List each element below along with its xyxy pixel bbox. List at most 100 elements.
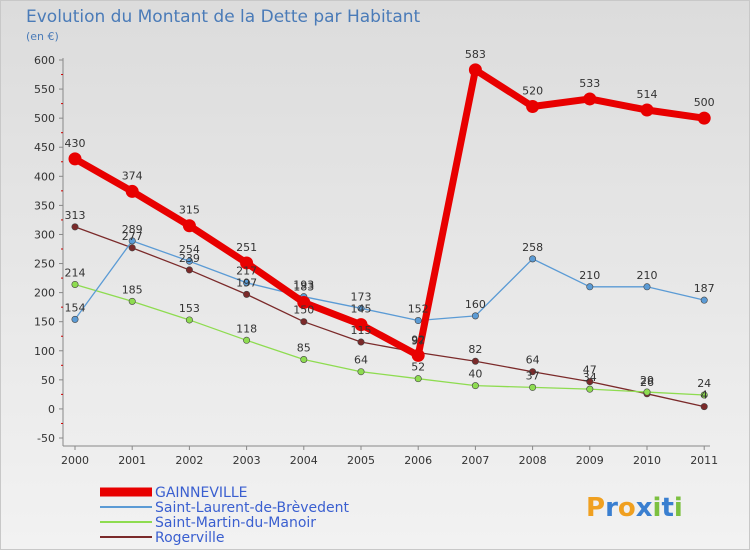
data-label: 374 [122, 169, 143, 182]
y-tick-label: 150 [34, 316, 55, 329]
data-label: 289 [122, 223, 143, 236]
data-point [125, 184, 139, 198]
data-point [414, 317, 422, 325]
logo-letter: r [605, 493, 618, 523]
data-point [697, 111, 711, 125]
data-label: 85 [297, 341, 311, 354]
data-point [468, 63, 482, 77]
data-label: 64 [526, 354, 540, 367]
data-point [526, 100, 540, 114]
y-tick-label: 300 [34, 228, 55, 241]
proxiti-logo: Proxiti [586, 493, 683, 523]
data-point [240, 256, 254, 270]
data-point [586, 283, 594, 291]
data-label: 277 [122, 230, 143, 243]
legend-label: GAINNEVILLE [155, 485, 248, 501]
y-tick-label: 100 [34, 345, 55, 358]
logo-letter: x [636, 493, 653, 523]
series-line [74, 240, 705, 322]
y-axis-ticks: -50 0 50 100 150 200 250 300 350 400 450 500 550 600 [34, 54, 63, 445]
data-point [185, 266, 193, 274]
data-point [529, 368, 537, 376]
data-point [128, 237, 136, 245]
y-tick-label: 450 [34, 141, 55, 154]
data-label: 160 [465, 298, 486, 311]
logo-letter: o [618, 493, 636, 523]
data-label: 26 [640, 376, 654, 389]
legend-label: Saint-Laurent-de-Brèvedent [155, 500, 349, 516]
x-tick-label: 2001 [118, 454, 146, 467]
data-label: 239 [179, 252, 200, 265]
data-point [357, 304, 365, 312]
data-label: 40 [468, 368, 482, 381]
svg-text:Proxiti: Proxiti [586, 493, 683, 523]
data-label: 187 [694, 282, 715, 295]
data-label: 52 [411, 361, 425, 374]
x-axis-ticks: 2000 2001 2002 2003 2004 2005 2006 2007 2008 2009… [61, 446, 718, 467]
x-tick-label: 2010 [633, 454, 661, 467]
data-point [297, 296, 311, 310]
logo-letter: t [661, 493, 673, 523]
data-label: 82 [468, 343, 482, 356]
y-tick-label: 50 [41, 374, 55, 387]
data-label: 37 [526, 369, 540, 382]
x-tick-label: 2003 [233, 454, 261, 467]
data-point [182, 219, 196, 233]
data-label: 118 [236, 322, 257, 335]
data-point [643, 388, 651, 396]
data-point [243, 336, 251, 344]
data-label: 97 [411, 335, 425, 348]
data-point [185, 257, 193, 265]
data-point [300, 355, 308, 363]
y-tick-label: 400 [34, 170, 55, 183]
data-point [243, 290, 251, 298]
data-point [471, 357, 479, 365]
data-label: 47 [583, 364, 597, 377]
legend: GAINNEVILLESaint-Laurent-de-BrèvedentSai… [100, 485, 349, 546]
data-label: 34 [583, 371, 597, 384]
data-label: 254 [179, 243, 200, 256]
data-point [586, 378, 594, 386]
series-line [74, 283, 705, 396]
data-point [414, 375, 422, 383]
data-labels: 313 277 239 197 150 115 97 82 64 47 26 4 214 185 153 11… [65, 48, 715, 402]
data-point [583, 92, 597, 106]
x-tick-label: 2006 [404, 454, 432, 467]
data-label: 29 [640, 374, 654, 387]
data-label: 210 [579, 269, 600, 282]
data-point [700, 296, 708, 304]
data-label: 4 [701, 389, 708, 402]
data-point [640, 103, 654, 117]
data-label: 150 [293, 304, 314, 317]
series-line [73, 66, 705, 359]
series-line [74, 226, 705, 408]
data-label: 154 [65, 301, 86, 314]
x-tick-label: 2005 [347, 454, 375, 467]
data-label: 115 [351, 324, 372, 337]
y-tick-label: 600 [34, 54, 55, 67]
data-label: 500 [694, 96, 715, 109]
y-tick-label: 250 [34, 258, 55, 271]
y-tick-label: 500 [34, 112, 55, 125]
data-label: 514 [637, 88, 658, 101]
data-point [354, 318, 368, 332]
data-point [185, 316, 193, 324]
data-point [128, 244, 136, 252]
data-label: 258 [522, 241, 543, 254]
data-label: 64 [354, 354, 368, 367]
data-label: 183 [293, 281, 314, 294]
data-label: 210 [637, 269, 658, 282]
data-label: 315 [179, 204, 200, 217]
data-label: 430 [65, 137, 86, 150]
y-tick-label: -50 [37, 432, 55, 445]
data-label: 520 [522, 85, 543, 98]
data-point [128, 297, 136, 305]
data-label: 583 [465, 48, 486, 61]
data-point [700, 391, 708, 399]
y-tick-label: 200 [34, 287, 55, 300]
data-point [411, 348, 425, 362]
data-label: 533 [579, 77, 600, 90]
data-label: 92 [411, 333, 425, 346]
legend-label: Rogerville [155, 530, 225, 546]
